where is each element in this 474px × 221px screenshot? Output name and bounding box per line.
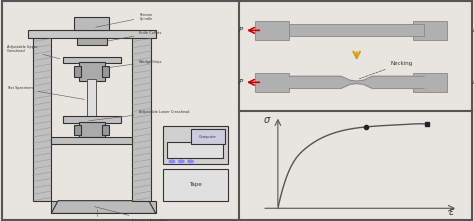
Bar (255, 21, 289, 40)
Bar (191, 129, 226, 145)
Text: P: P (239, 79, 243, 85)
Bar (77, 38, 107, 45)
Text: Necking: Necking (359, 61, 413, 79)
Text: Base: Base (92, 210, 103, 221)
Bar (413, 21, 447, 40)
Polygon shape (289, 76, 424, 88)
Text: Encoder Assembly: Encoder Assembly (94, 207, 169, 221)
Bar (163, 169, 228, 201)
Bar (28, 30, 155, 38)
Text: Adjustable Lower Crosshead: Adjustable Lower Crosshead (89, 110, 190, 121)
Bar (289, 24, 424, 36)
Circle shape (179, 160, 184, 163)
Text: Tape: Tape (189, 182, 201, 187)
Bar (74, 66, 82, 76)
Polygon shape (51, 201, 155, 213)
Text: σ: σ (264, 115, 270, 125)
Bar (74, 17, 109, 30)
Bar (79, 62, 105, 81)
Text: ε: ε (448, 208, 454, 217)
Text: Adjustable Upper
Crosshead: Adjustable Upper Crosshead (7, 45, 60, 59)
Bar (255, 73, 289, 92)
Bar (63, 57, 121, 63)
Bar (132, 36, 151, 201)
Text: P: P (473, 79, 474, 85)
Text: Tension
Spindle: Tension Spindle (96, 13, 153, 27)
Bar (102, 66, 109, 76)
Bar (79, 122, 105, 137)
Circle shape (169, 160, 175, 163)
Bar (51, 201, 155, 213)
Bar (102, 125, 109, 135)
Text: P: P (473, 27, 474, 33)
Bar (51, 137, 132, 145)
Bar (63, 116, 121, 123)
Bar (163, 126, 228, 164)
Bar (87, 79, 97, 116)
Circle shape (188, 160, 193, 163)
Bar (33, 36, 51, 201)
Text: Computer: Computer (199, 135, 217, 139)
Bar (74, 125, 82, 135)
Text: Test Specimen: Test Specimen (7, 86, 84, 99)
Bar (413, 73, 447, 92)
Text: Knife Collets: Knife Collets (107, 31, 162, 41)
Text: P: P (239, 27, 243, 33)
Text: Wedge Grips: Wedge Grips (108, 60, 162, 68)
Bar (167, 142, 223, 158)
